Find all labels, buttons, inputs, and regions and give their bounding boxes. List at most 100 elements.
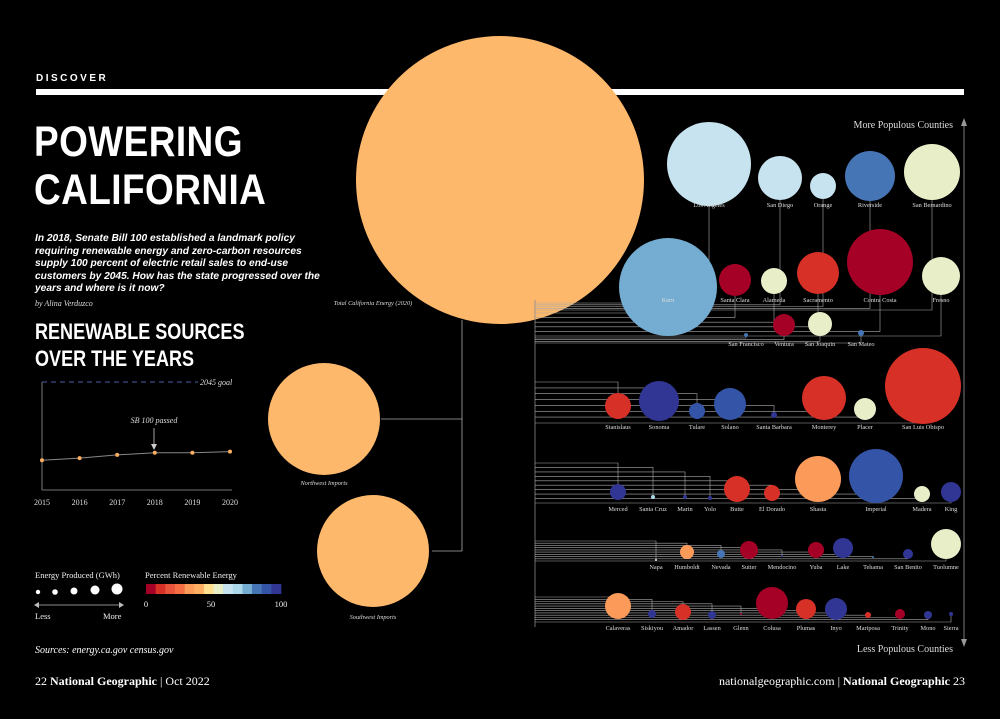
- county-circle-tuolumne: [931, 529, 961, 559]
- county-connector: [535, 295, 942, 337]
- county-circle-contra-costa: [847, 229, 913, 295]
- county-circle-siskiyou: [648, 610, 656, 618]
- color-legend-ramp: [146, 584, 282, 594]
- county-connector: [535, 200, 781, 306]
- renewable-line-chart: 2045 goal 2015 2016 2017 2018 2019 2020 SB 10…: [34, 378, 238, 507]
- county-circle-marin: [683, 495, 687, 499]
- county-label: Monterey: [812, 424, 837, 431]
- county-connector: [535, 547, 750, 559]
- county-label: Contra Costa: [863, 297, 896, 304]
- county-circle-mono: [924, 611, 932, 619]
- site-url[interactable]: nationalgeographic.com: [718, 674, 835, 688]
- data-point: [152, 450, 157, 455]
- energy-sources: Total California Energy (2020) Northwest…: [268, 36, 644, 621]
- data-point: [40, 458, 44, 463]
- county-connector: [535, 551, 817, 558]
- southwest-imports-label: Southwest Imports: [350, 614, 397, 621]
- county-label: Butte: [730, 506, 744, 513]
- county-label: Tulare: [689, 424, 705, 431]
- county-label: Humboldt: [674, 564, 700, 571]
- county-label: San Francisco: [728, 341, 764, 348]
- county-label: Plumas: [797, 625, 816, 632]
- size-legend-dot: [70, 587, 78, 595]
- county-label: Santa Cruz: [639, 506, 667, 513]
- county-circle-san-luis-obispo: [885, 348, 961, 424]
- county-circle-yolo: [708, 496, 712, 500]
- county-circle-glenn: [740, 613, 742, 615]
- county-circle-fresno: [922, 257, 960, 295]
- county-label: Orange: [814, 202, 833, 209]
- county-label: Fresno: [932, 297, 949, 304]
- color-legend-title: Percent Renewable Energy: [145, 570, 238, 580]
- county-circle-kern: [619, 238, 717, 336]
- data-point: [77, 456, 82, 461]
- county-connector: [535, 336, 785, 340]
- county-circle-sonoma: [639, 381, 679, 421]
- population-axis: More Populous Counties Less Populous Cou…: [854, 118, 967, 655]
- county-circle-mendocino: [781, 555, 783, 557]
- county-circle-madera: [914, 486, 930, 502]
- axis-top-label: More Populous Counties: [854, 120, 954, 131]
- color-swatch: [194, 584, 205, 594]
- color-swatch: [271, 584, 282, 594]
- county-label: Mono: [920, 625, 935, 632]
- data-point: [115, 452, 120, 457]
- county-label: Colusa: [763, 625, 781, 632]
- county-label: Amador: [673, 625, 695, 632]
- county-connector: [535, 559, 947, 562]
- size-legend-dot: [52, 589, 58, 595]
- sources-note: Sources: energy.ca.gov census.gov: [35, 645, 174, 656]
- county-label: King: [945, 506, 958, 513]
- county-circle-trinity: [895, 609, 905, 619]
- county-circle-king: [941, 482, 961, 502]
- county-circle-riverside: [845, 151, 895, 201]
- county-label: Placer: [857, 424, 874, 431]
- county-label: Los Angeles: [693, 202, 725, 209]
- county-circle-tulare: [689, 403, 705, 419]
- county-circle-yuba: [808, 542, 824, 558]
- county-label: Mendocino: [768, 564, 797, 571]
- color-swatch: [232, 584, 243, 594]
- color-swatch: [203, 584, 214, 594]
- county-label: Santa Clara: [720, 297, 749, 304]
- size-legend-min: Less: [35, 611, 51, 621]
- county-circle-ventura: [773, 314, 795, 336]
- county-circle-nevada: [717, 550, 725, 558]
- x-tick-label: 2019: [184, 498, 200, 507]
- county-circle-stanislaus: [605, 393, 631, 419]
- folio-right[interactable]: nationalgeographic.com | National Geogra…: [718, 674, 965, 688]
- county-label: Riverside: [858, 202, 882, 209]
- page-title: POWERING CALIFORNIA: [34, 118, 267, 214]
- county-label: Nevada: [711, 564, 730, 571]
- page-number: 22: [35, 674, 47, 688]
- series-line: [41, 451, 231, 461]
- county-connector: [535, 549, 783, 557]
- county-circle-sierra: [949, 612, 953, 616]
- county-label: Lake: [837, 564, 850, 571]
- county-label: Inyo: [830, 625, 842, 632]
- county-circle-los-angeles: [667, 122, 751, 206]
- color-tick: 50: [207, 599, 216, 609]
- county-circle-santa-clara: [719, 264, 751, 296]
- county-circle-merced: [610, 484, 626, 500]
- brand-name: National Geographic: [843, 674, 950, 688]
- county-circle-inyo: [825, 598, 847, 620]
- county-connector: [535, 540, 657, 561]
- color-swatch: [242, 584, 253, 594]
- county-circle-san-diego: [758, 156, 802, 200]
- x-tick-label: 2018: [147, 498, 163, 507]
- county-connector: [535, 381, 619, 419]
- county-label: Sacramento: [803, 297, 833, 304]
- color-swatch: [213, 584, 224, 594]
- size-legend-title: Energy Produced (GWh): [35, 570, 120, 580]
- county-circle-santa-cruz: [651, 495, 655, 499]
- section-subhead: RENEWABLE SOURCES OVER THE YEARS: [35, 319, 245, 371]
- county-circle-colusa: [756, 587, 788, 619]
- northwest-imports-label: Northwest Imports: [299, 480, 348, 487]
- page-number: 23: [953, 674, 965, 688]
- folio-left: 22 National Geographic | Oct 2022: [35, 674, 210, 688]
- county-connector: [535, 616, 952, 623]
- color-tick: 0: [144, 599, 148, 609]
- county-label: Lassen: [703, 625, 721, 632]
- county-connector: [535, 336, 862, 344]
